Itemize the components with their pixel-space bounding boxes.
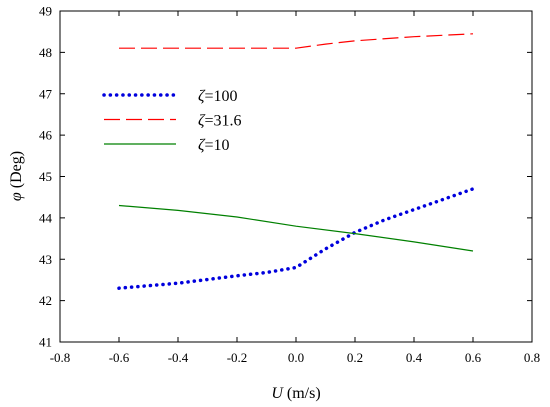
legend-label-1: ζ=31.6 xyxy=(198,113,242,130)
x-axis: -0.8 -0.6 -0.4 -0.2 0.0 0.2 0.4 0.6 0.8 xyxy=(50,11,540,365)
x-tick-label: 0.0 xyxy=(288,350,304,365)
y-tick-label: 42 xyxy=(39,293,52,308)
y-tick-label: 46 xyxy=(39,128,53,143)
legend-value: =10 xyxy=(204,137,229,154)
series-line-2 xyxy=(118,204,474,252)
y-tick-label: 48 xyxy=(39,45,52,60)
y-tick-label: 49 xyxy=(39,4,52,19)
y-tick-label: 41 xyxy=(39,335,52,350)
legend-value: =100 xyxy=(204,88,237,105)
y-axis-title: φ (Deg) xyxy=(8,151,25,201)
series-line-1 xyxy=(119,33,474,49)
y-tick-label: 44 xyxy=(39,210,53,225)
y-tick-label: 47 xyxy=(39,86,53,101)
x-tick-label: -0.2 xyxy=(227,350,248,365)
x-tick-label: 0.2 xyxy=(347,350,363,365)
y-axis: 41 42 43 44 45 46 47 48 49 xyxy=(39,4,532,350)
x-tick-label: -0.8 xyxy=(50,350,71,365)
x-tick-label: 0.6 xyxy=(465,350,482,365)
series-layer xyxy=(117,33,475,290)
y-tick-label: 45 xyxy=(39,169,52,184)
x-tick-label: 0.4 xyxy=(406,350,423,365)
plot-frame xyxy=(59,10,533,343)
x-axis-unit: (m/s) xyxy=(287,385,321,402)
x-axis-var: U xyxy=(271,385,284,402)
legend-var: ζ xyxy=(198,137,206,154)
x-tick-label: -0.4 xyxy=(168,350,189,365)
y-axis-unit: (Deg) xyxy=(8,151,25,188)
y-tick-label: 43 xyxy=(39,252,52,267)
x-axis-title: U (m/s) xyxy=(271,385,320,402)
legend-var: ζ xyxy=(198,88,206,105)
y-axis-var: φ xyxy=(8,192,25,201)
legend-label-2: ζ=10 xyxy=(198,137,230,154)
legend-var: ζ xyxy=(198,113,206,130)
legend-value: =31.6 xyxy=(204,113,241,130)
series-line-0 xyxy=(117,187,475,290)
x-tick-label: 0.8 xyxy=(524,350,540,365)
legend-label-0: ζ=100 xyxy=(198,88,238,105)
x-tick-label: -0.6 xyxy=(109,350,130,365)
